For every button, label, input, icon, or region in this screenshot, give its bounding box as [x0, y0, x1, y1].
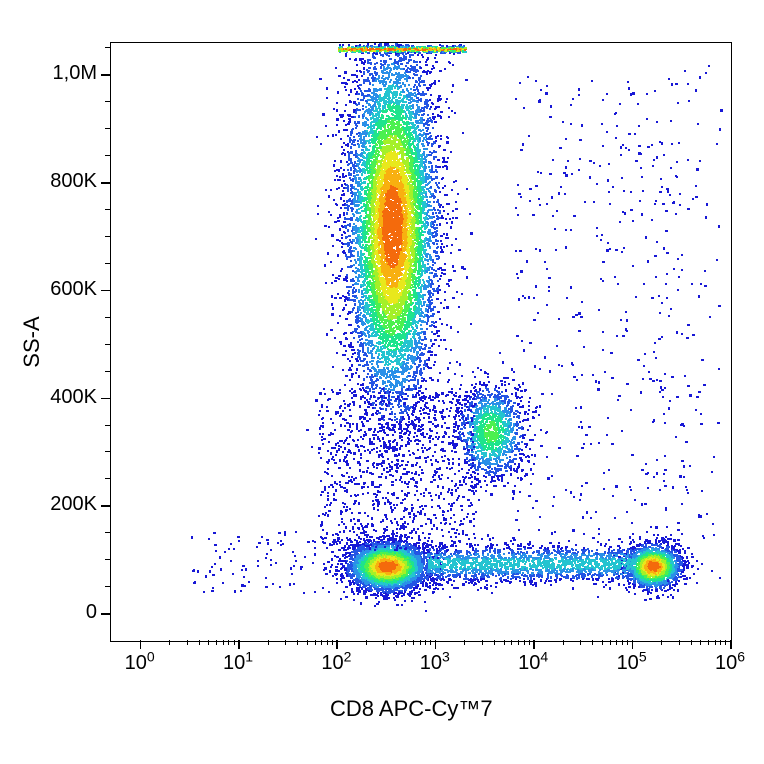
flow-cytometry-chart: SS-A CD8 APC-Cy™7 0200K400K600K800K1,0M1…	[0, 0, 764, 764]
y-axis-label: SS-A	[19, 242, 45, 442]
x-axis-label: CD8 APC-Cy™7	[330, 696, 493, 722]
plot-area	[110, 42, 732, 642]
